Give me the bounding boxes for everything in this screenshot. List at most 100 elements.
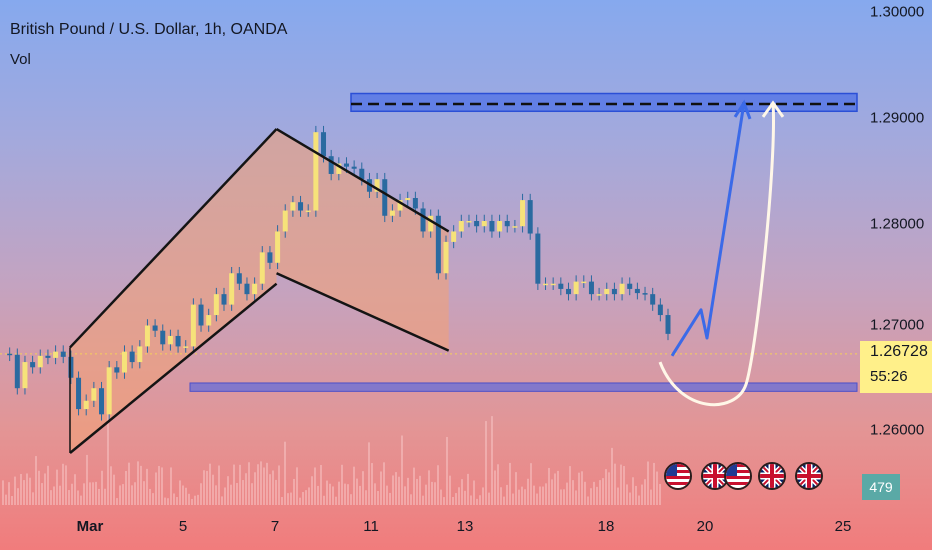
volume-bar [584,481,586,505]
volume-bar [143,481,145,505]
candle-body [175,335,181,347]
volume-bar [284,441,286,505]
candle-body [160,330,166,345]
volume-bar [200,483,202,505]
time-tick: 7 [270,518,280,535]
volume-bar [533,485,535,505]
candle-body [443,241,449,274]
candle-body [267,252,273,263]
candle-body [581,281,587,284]
volume-bar [17,488,19,505]
candle-body [405,198,411,201]
candle-body [305,210,311,213]
uk-flag-icon[interactable] [795,462,823,490]
volume-bar [641,484,643,505]
volume-bar [53,486,55,505]
volume-bar [185,487,187,505]
volume-bar [488,492,490,505]
candle-body [129,351,135,363]
candle-body [137,346,143,363]
volume-bar [296,467,298,505]
candle-body [167,335,173,345]
volume-bar [317,485,319,505]
resistance-zone [350,92,858,113]
volume-bar [449,475,451,505]
volume-bar [257,464,259,505]
candle-body [106,367,112,415]
candle-body [313,132,319,211]
time-tick: 18 [597,518,615,535]
volume-bar [287,493,289,505]
volume-bar [569,466,571,505]
us-flag-icon[interactable] [724,462,752,490]
volume-bar [506,484,508,505]
price-tick: 1.27000 [870,316,925,334]
volume-bar [500,487,502,505]
volume-bar [563,489,565,505]
volume-bar [341,464,343,505]
volume-bar [629,492,631,505]
volume-bar [524,489,526,505]
candle-body [282,210,288,232]
volume-bar [518,489,520,505]
volume-bar [353,466,355,505]
volume-bar [323,495,325,505]
volume-bar [62,463,64,505]
candle-body [412,198,418,209]
us-flag-icon[interactable] [664,462,692,490]
candle-body [91,388,97,401]
uk-flag-icon[interactable] [701,462,729,490]
candle-body [351,166,357,169]
volume-bar [566,482,568,505]
candle-body [550,283,556,286]
volume-bar [293,478,295,505]
volume-bar [635,485,637,505]
volume-bar [140,465,142,505]
volume-bar [32,492,34,505]
volume-bar [431,481,433,505]
volume-bar [470,495,472,505]
volume-bar [608,472,610,505]
candle-body [634,288,640,294]
volume-bar [29,477,31,505]
volume-bar [98,488,100,505]
time-tick: 11 [363,518,379,535]
volume-bar [92,482,94,505]
volume-bar [194,495,196,505]
volume-bar [275,479,277,505]
volume-bar [47,465,49,505]
volume-bar [476,498,478,505]
volume-bar [404,486,406,505]
volume-bar [596,486,598,505]
volume-bar [26,473,28,505]
candle-body [619,283,625,295]
candle-body [604,288,610,295]
volume-bar [152,493,154,505]
candle-body [99,388,105,415]
volume-bar [170,467,172,505]
volume-bar [620,464,622,505]
price-tick: 1.28000 [870,215,925,233]
price-tick: 1.29000 [870,109,925,127]
time-tick: 20 [696,518,714,535]
candle-body [642,293,648,295]
volume-bar [482,487,484,505]
volume-bar [509,462,511,505]
volume-bar [101,470,103,505]
candle-body [198,304,204,326]
volume-bar [521,486,523,505]
volume-bar [542,486,544,505]
volume-bar [590,488,592,505]
support-zone [189,382,858,392]
volume-bar [578,472,580,505]
volume-bar [611,447,613,505]
volume-bar [245,473,247,505]
volume-bar [659,483,661,505]
current-price-badge: 1.26728 55:26 [860,341,932,393]
volume-bar [593,481,595,505]
volume-bar [329,483,331,505]
uk-flag-icon[interactable] [758,462,786,490]
volume-bar [206,470,208,505]
